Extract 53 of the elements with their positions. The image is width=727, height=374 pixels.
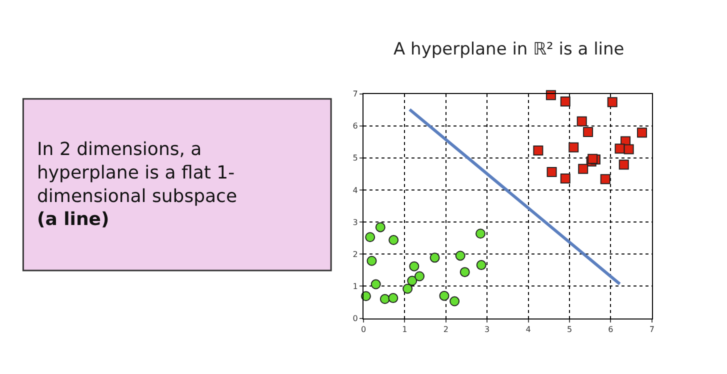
point (624, 144, 634, 154)
point (614, 144, 625, 154)
point (460, 267, 470, 278)
x-tick-label: 7 (649, 324, 654, 334)
point (618, 160, 629, 170)
point (365, 232, 376, 242)
point (560, 96, 570, 106)
y-tick-label: 7 (352, 90, 358, 99)
point (600, 174, 610, 184)
y-tick-label: 5 (352, 154, 358, 163)
x-tick-label: 6 (608, 324, 614, 334)
point (439, 290, 450, 301)
point (607, 97, 618, 108)
y-tick-label: 1 (352, 282, 358, 291)
point (455, 250, 466, 261)
point (476, 260, 486, 270)
point (560, 173, 570, 184)
point (430, 252, 440, 263)
point (637, 128, 648, 138)
point (476, 228, 486, 239)
point (546, 90, 556, 100)
y-tick-label: 4 (352, 186, 358, 195)
text: (a line) (37, 209, 110, 230)
y-tick-label: 3 (352, 218, 358, 227)
point (380, 294, 390, 304)
point (576, 116, 587, 126)
point (407, 276, 418, 286)
point (388, 235, 399, 246)
chart-title: A hyperplane in ℝ² is a line (394, 40, 624, 60)
x-tick-label: 0 (360, 324, 366, 334)
point (583, 126, 594, 137)
point (370, 279, 381, 290)
y-tick-label: 2 (352, 250, 358, 259)
point (568, 142, 579, 152)
x-tick-label: 3 (484, 324, 490, 334)
x-tick-label: 5 (566, 324, 572, 334)
point (450, 296, 460, 306)
point (409, 261, 420, 272)
point (366, 256, 377, 266)
x-tick-label: 4 (526, 324, 531, 334)
x-tick-label: 1 (402, 324, 408, 334)
point (375, 222, 386, 232)
point (388, 293, 398, 304)
point (588, 154, 598, 164)
point (533, 146, 544, 156)
point (578, 164, 588, 174)
point (546, 167, 557, 178)
y-tick-label: 6 (352, 122, 358, 131)
point (402, 284, 413, 294)
point (414, 271, 425, 282)
text: In 2 dimensions, a hyperplane is a flat 1-dimensional subspace (37, 139, 238, 207)
y-tick-label: 0 (352, 314, 358, 324)
x-tick-label: 2 (443, 324, 448, 334)
